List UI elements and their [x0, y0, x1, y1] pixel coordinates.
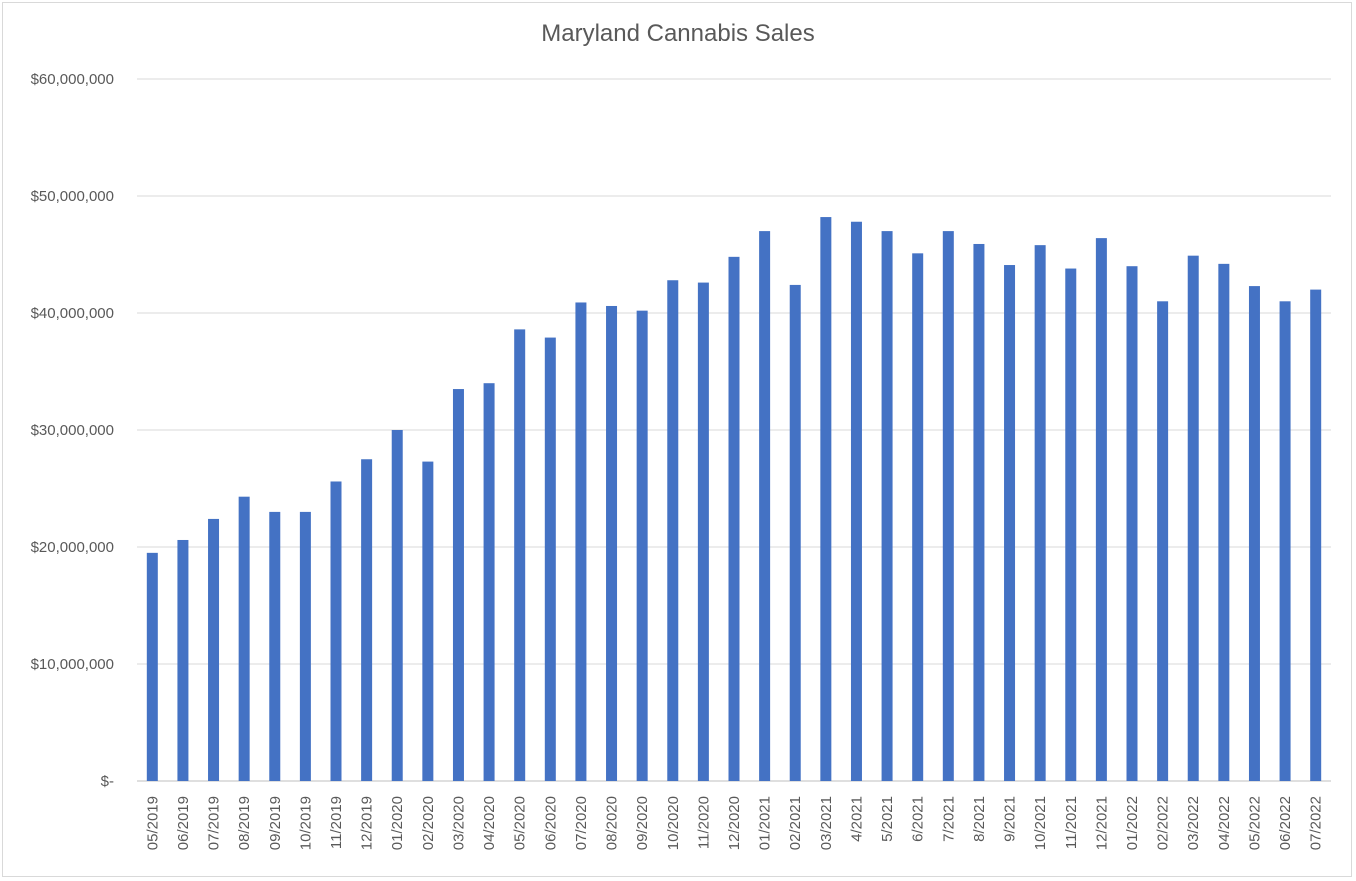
x-tick-label: 07/2019 [206, 796, 223, 850]
bar [697, 282, 709, 781]
x-tick-label: 05/2019 [144, 796, 161, 850]
bar [1187, 255, 1199, 782]
x-tick-label: 7/2021 [940, 796, 957, 842]
bar [269, 511, 281, 781]
x-tick-label: 12/2020 [726, 796, 743, 850]
bar [1248, 286, 1260, 781]
x-tick-label: 07/2020 [573, 796, 590, 850]
bar [912, 253, 924, 781]
x-tick-label: 09/2020 [634, 796, 651, 850]
x-tick-label: 01/2021 [757, 796, 774, 850]
bar [1157, 301, 1169, 781]
bar [820, 217, 832, 781]
x-tick-label: 8/2021 [971, 796, 988, 842]
x-tick-label: 02/2021 [787, 796, 804, 850]
bar [942, 231, 954, 782]
y-axis-labels: $- $10,000,000 $20,000,000 $30,000,000 $40,0… [31, 71, 114, 790]
y-tick-label: $60,000,000 [31, 71, 114, 88]
bar [1126, 266, 1138, 781]
y-tick-label: $30,000,000 [31, 422, 114, 439]
bar [452, 389, 464, 781]
bar [636, 310, 648, 781]
x-tick-label: 02/2020 [420, 796, 437, 850]
bar [1065, 268, 1077, 781]
x-tick-label: 5/2021 [879, 796, 896, 842]
bar [1279, 301, 1291, 781]
x-tick-label: 10/2019 [297, 796, 314, 850]
bar [299, 511, 311, 781]
bar [759, 231, 771, 782]
chart-title: Maryland Cannabis Sales [541, 20, 815, 47]
bar [1004, 265, 1016, 781]
x-tick-label: 03/2021 [818, 796, 835, 850]
bar [881, 231, 893, 782]
bar [238, 496, 250, 781]
bar [177, 539, 189, 781]
bar [575, 302, 587, 781]
x-tick-label: 05/2020 [512, 796, 529, 850]
bar [1310, 289, 1322, 781]
x-tick-label: 9/2021 [1002, 796, 1019, 842]
bar [544, 337, 556, 781]
x-tick-label: 12/2019 [359, 796, 376, 850]
bar [850, 221, 862, 782]
x-tick-label: 05/2022 [1246, 796, 1263, 850]
x-tick-label: 04/2020 [481, 796, 498, 850]
x-tick-label: 08/2020 [604, 796, 621, 850]
bar [146, 552, 158, 781]
x-tick-label: 4/2021 [848, 796, 865, 842]
bar [606, 305, 618, 781]
x-tick-label: 08/2019 [236, 796, 253, 850]
bar [391, 430, 403, 781]
y-tick-label: $- [101, 773, 114, 790]
x-tick-label: 06/2022 [1277, 796, 1294, 850]
x-tick-label: 10/2020 [665, 796, 682, 850]
y-tick-label: $10,000,000 [31, 656, 114, 673]
bar [667, 280, 679, 781]
x-tick-label: 06/2020 [542, 796, 559, 850]
bar [483, 383, 495, 781]
x-tick-label: 07/2022 [1308, 796, 1325, 850]
y-tick-label: $40,000,000 [31, 305, 114, 322]
bar [422, 461, 434, 781]
x-tick-label: 06/2019 [175, 796, 192, 850]
bar [728, 256, 740, 782]
x-tick-label: 01/2020 [389, 796, 406, 850]
x-tick-label: 12/2021 [1093, 796, 1110, 850]
x-tick-label: 11/2019 [328, 796, 345, 849]
x-tick-label: 11/2020 [695, 796, 712, 849]
bar [973, 243, 985, 782]
bar [789, 284, 801, 781]
bar [330, 481, 342, 781]
bar [1095, 238, 1107, 781]
x-tick-label: 09/2019 [267, 796, 284, 850]
x-tick-label: 03/2020 [450, 796, 467, 850]
x-tick-label: 02/2022 [1155, 796, 1172, 850]
x-tick-label: 03/2022 [1185, 796, 1202, 850]
bars [146, 217, 1322, 782]
bar [514, 329, 526, 781]
x-tick-label: 04/2022 [1216, 796, 1233, 850]
bar [208, 518, 220, 781]
bar [1034, 245, 1046, 781]
bar [361, 459, 373, 781]
bar [1218, 263, 1230, 781]
x-tick-label: 01/2022 [1124, 796, 1141, 850]
x-axis-labels: 05/2019 06/2019 07/2019 08/2019 09/2019 10/20… [144, 796, 1324, 850]
x-tick-label: 6/2021 [910, 796, 927, 842]
y-tick-label: $20,000,000 [31, 539, 114, 556]
x-tick-label: 11/2021 [1063, 796, 1080, 849]
y-tick-label: $50,000,000 [31, 188, 114, 205]
x-tick-label: 10/2021 [1032, 796, 1049, 850]
